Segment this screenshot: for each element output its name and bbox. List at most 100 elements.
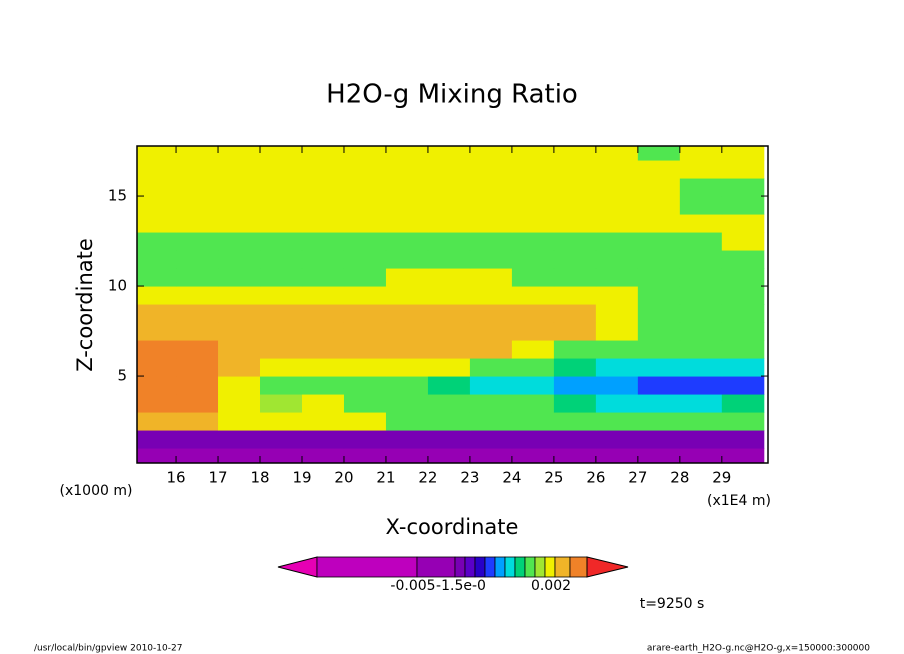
contour-cell [176,232,219,251]
contour-cell [469,376,513,395]
contour-cell [218,268,261,287]
contour-cell [427,376,471,395]
contour-cell [301,286,345,305]
contour-cell [679,394,723,413]
contour-cell [679,322,723,341]
contour-cell [679,196,723,215]
contour-cell [260,394,303,413]
contour-cell [721,412,765,431]
contour-cell [637,286,681,305]
contour-cell [343,340,387,359]
contour-cell [427,232,471,251]
contour-cell [218,178,261,197]
contour-cell [469,430,513,449]
contour-cell [260,214,303,233]
contour-cell [427,286,471,305]
x-tick-label: 25 [544,469,563,487]
contour-cell [553,268,597,287]
contour-cell [595,160,639,179]
contour-cell [721,322,765,341]
contour-cell [385,448,429,463]
contour-cell [343,394,387,413]
colorbar-box [504,556,516,578]
contour-cell [679,286,723,305]
contour-cell [469,250,513,269]
contour-cell [301,376,345,395]
contour-cell [721,448,765,463]
contour-cell [679,268,723,287]
colorbar-tick-label: -0.005 [390,578,435,594]
colorbar-box [454,556,466,578]
x-tick-label: 24 [502,469,521,487]
y-tick-label: 15 [108,187,127,205]
contour-cell [176,268,219,287]
contour-cell [637,322,681,341]
contour-cell [427,340,471,359]
x-tick-label: 29 [712,469,731,487]
contour-cell [176,358,219,377]
contour-cell [679,340,723,359]
contour-cell [721,286,765,305]
colorbar-box [569,556,588,578]
contour-cell [637,250,681,269]
contour-cell [679,250,723,269]
colorbar-box [554,556,571,578]
contour-cell [511,268,555,287]
contour-cell [260,322,303,341]
contour-cell [637,268,681,287]
contour-cell [176,196,219,215]
contour-cell [260,178,303,197]
contour-cell [427,322,471,341]
contour-cell [385,250,429,269]
contour-cell [137,214,177,233]
contour-cell [469,448,513,463]
colorbar-box [464,556,476,578]
contour-cell [469,178,513,197]
contour-cell [385,340,429,359]
contour-cell [343,286,387,305]
contour-cell [637,196,681,215]
contour-cell [137,448,177,463]
contour-cell [427,268,471,287]
contour-cell [595,448,639,463]
contour-cell [427,448,471,463]
colorbar-tick-label: -1.5e-0 [436,578,486,594]
contour-cell [427,178,471,197]
contour-cell [427,412,471,431]
contour-cell [511,358,555,377]
contour-cell [137,376,177,395]
contour-cell [553,340,597,359]
contour-cell [301,322,345,341]
contour-cell [637,340,681,359]
contour-cell [595,178,639,197]
contour-cell [553,322,597,341]
contour-cell [137,394,177,413]
contour-cell [218,448,261,463]
contour-cell [343,268,387,287]
contour-cell [679,232,723,251]
contour-cell [218,412,261,431]
contour-cell [176,430,219,449]
contour-cell [637,448,681,463]
contour-cell [679,304,723,323]
contour-cell [301,430,345,449]
contour-cell [553,394,597,413]
colorbar-under [277,556,318,578]
x-tick-label: 19 [292,469,311,487]
contour-cell [679,430,723,449]
contour-cell [137,358,177,377]
contour-cell [260,376,303,395]
contour-cell [218,340,261,359]
x-tick-label: 27 [628,469,647,487]
y-tick-label: 10 [108,277,127,295]
contour-cell [301,358,345,377]
contour-cell [511,232,555,251]
contour-cell [176,412,219,431]
contour-cell [721,214,765,233]
contour-cell [637,358,681,377]
contour-cell [553,214,597,233]
contour-cell [218,376,261,395]
contour-cell [301,178,345,197]
contour-cell [260,430,303,449]
colorbar-box [524,556,536,578]
